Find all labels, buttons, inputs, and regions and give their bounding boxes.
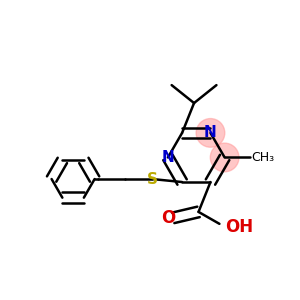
Circle shape xyxy=(210,143,239,172)
Circle shape xyxy=(196,118,225,147)
Text: O: O xyxy=(160,209,175,227)
Text: N: N xyxy=(161,150,174,165)
Text: CH₃: CH₃ xyxy=(251,151,275,164)
Text: OH: OH xyxy=(225,218,254,236)
Text: S: S xyxy=(147,172,158,187)
Text: N: N xyxy=(204,125,217,140)
